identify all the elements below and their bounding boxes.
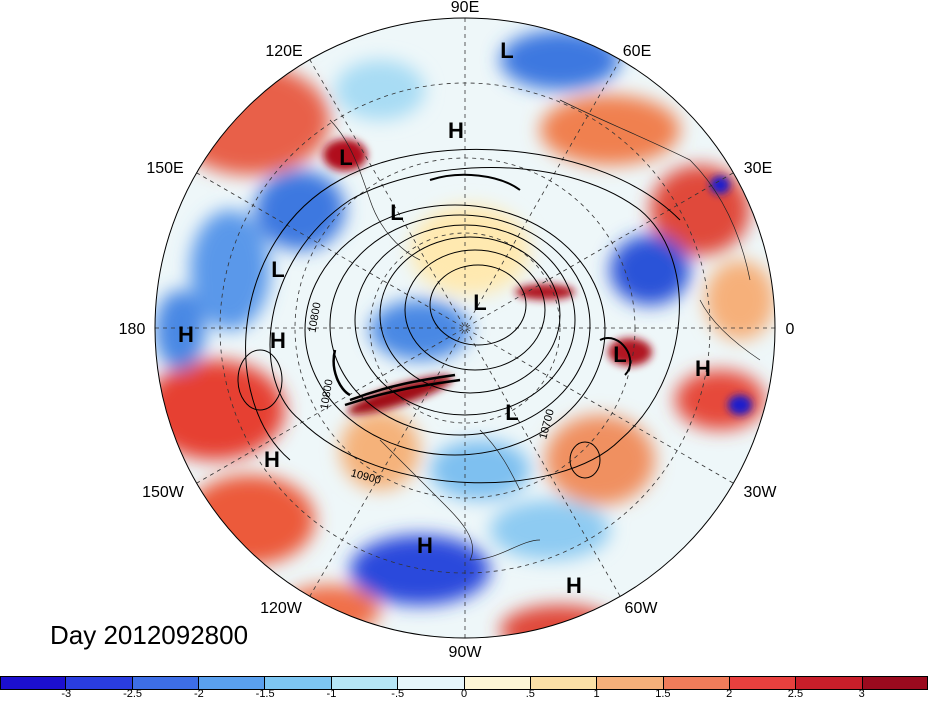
colorbar-tick: .5 — [525, 688, 535, 700]
colorbar-swatch — [729, 676, 797, 690]
lon-label: 60E — [623, 43, 651, 60]
contour-label: 10800 — [318, 378, 335, 410]
lon-label: 150W — [142, 484, 185, 501]
date-label: Day 2012092800 — [50, 620, 249, 650]
low-pressure-center: L — [271, 257, 284, 282]
colorbar-swatch — [663, 676, 730, 690]
lon-label: 90W — [449, 644, 483, 661]
colorbar-tick: -2 — [193, 688, 204, 700]
low-pressure-center: L — [339, 145, 352, 170]
colorbar-tick: -.5 — [391, 688, 405, 700]
high-pressure-center: H — [448, 118, 464, 143]
lat-lon-grid — [155, 18, 775, 638]
pressure-centers: L H L L L H H L L H L H H H — [178, 38, 711, 598]
colorbar-tick: -1 — [326, 688, 337, 700]
colorbar-swatch — [464, 676, 531, 690]
colorbar-tick: 1.5 — [655, 688, 671, 700]
longitude-labels: 90E 60E 30E 0 30W 60W 90W 120W 150W 180 150E 120E — [119, 0, 795, 661]
colorbar-tick: 1 — [593, 688, 600, 700]
colorbar-swatch — [398, 676, 465, 690]
low-pressure-center: L — [390, 200, 403, 225]
height-contours — [237, 148, 681, 484]
high-pressure-center: H — [566, 573, 582, 598]
colorbar-tick: 0 — [460, 688, 468, 700]
lon-label: 90E — [451, 0, 479, 16]
low-pressure-center: L — [505, 400, 518, 425]
colorbar-swatch — [265, 676, 332, 690]
low-pressure-center: L — [613, 342, 626, 367]
low-pressure-center: L — [473, 290, 486, 315]
contour-label: 10800 — [306, 301, 323, 333]
colorbar-swatch — [862, 676, 928, 690]
high-pressure-center: H — [264, 447, 280, 472]
lon-label: 30E — [744, 160, 772, 177]
colorbar-swatch — [597, 676, 664, 690]
lon-label: 120W — [260, 600, 303, 617]
lon-label: 30W — [744, 484, 778, 501]
colorbar-swatch — [530, 676, 598, 690]
colorbar-swatch — [0, 676, 67, 690]
lon-label: 150E — [146, 160, 183, 177]
colorbar-tick: -2.5 — [123, 688, 143, 700]
high-pressure-center: H — [695, 356, 711, 381]
colorbar-tick: 2 — [726, 688, 733, 700]
colorbar-tick: 2.5 — [787, 688, 804, 700]
colorbar-swatch — [199, 676, 266, 690]
high-pressure-center: H — [178, 322, 194, 347]
colorbar-swatch — [66, 676, 133, 690]
colorbar — [0, 676, 928, 690]
lon-label: 180 — [119, 321, 146, 338]
colorbar-swatch — [796, 676, 863, 690]
colorbar-swatch — [132, 676, 200, 690]
lon-label: 60W — [625, 600, 659, 617]
high-pressure-center: H — [270, 328, 286, 353]
map-border — [154, 17, 776, 639]
colorbar-tick: -3 — [61, 688, 72, 700]
colorbar-tick: 3 — [858, 688, 865, 700]
colorbar-tick: -1.5 — [255, 688, 275, 700]
high-pressure-center: H — [417, 533, 433, 558]
colorbar-swatch — [331, 676, 399, 690]
low-pressure-center: L — [500, 38, 513, 63]
polar-map: 90E 60E 30E 0 30W 60W 90W 120W 150W 180 150E 120E L… — [119, 0, 795, 661]
lon-label: 0 — [786, 321, 795, 338]
lon-label: 120E — [265, 43, 302, 60]
coastlines — [329, 99, 761, 561]
colorbar-ticks: -3 -2.5 -2 -1.5 -1 -.5 0 .5 1 1.5 2 2.5 3 — [0, 688, 928, 702]
